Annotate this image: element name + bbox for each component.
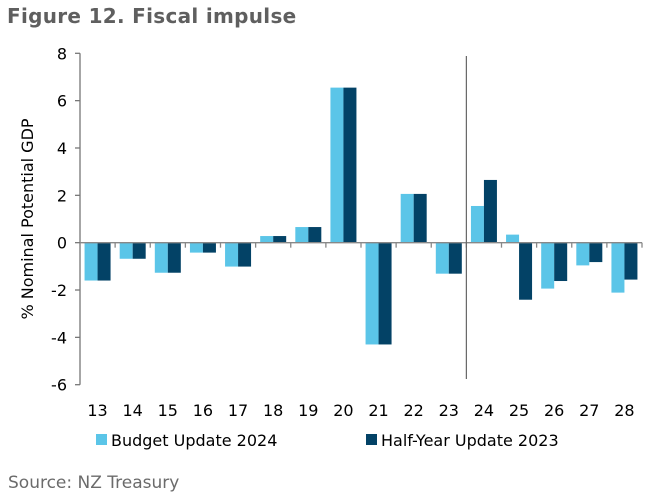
x-tick-label: 23 bbox=[439, 401, 459, 420]
x-tick-label: 25 bbox=[509, 401, 529, 420]
bar-hyefu-2023-13 bbox=[97, 242, 111, 281]
bar-hyefu-2023-25 bbox=[519, 242, 533, 300]
bar-hyefu-2023-14 bbox=[132, 242, 146, 259]
y-tick-label: 2 bbox=[57, 186, 67, 205]
bar-budget-2024-24 bbox=[470, 205, 484, 243]
bar-budget-2024-17 bbox=[225, 242, 239, 267]
y-tick-label: -4 bbox=[51, 328, 67, 347]
bar-hyefu-2023-26 bbox=[554, 242, 568, 282]
bar-hyefu-2023-21 bbox=[378, 242, 392, 345]
legend-label: Budget Update 2024 bbox=[111, 431, 277, 450]
y-tick-label: 0 bbox=[57, 234, 67, 253]
x-tick-label: 22 bbox=[404, 401, 424, 420]
x-tick-label: 24 bbox=[474, 401, 494, 420]
bar-budget-2024-28 bbox=[611, 242, 625, 293]
source-note: Source: NZ Treasury bbox=[8, 473, 180, 493]
x-tick-label: 27 bbox=[579, 401, 599, 420]
legend-swatch bbox=[366, 434, 377, 445]
bar-budget-2024-21 bbox=[365, 242, 379, 345]
bar-budget-2024-27 bbox=[576, 242, 590, 266]
bar-budget-2024-16 bbox=[189, 242, 203, 253]
x-tick-label: 16 bbox=[193, 401, 213, 420]
bar-budget-2024-25 bbox=[506, 234, 520, 243]
chart-title: Figure 12. Fiscal impulse bbox=[7, 4, 297, 28]
bar-budget-2024-15 bbox=[154, 242, 168, 273]
bar-budget-2024-20 bbox=[330, 87, 344, 243]
y-tick-label: 4 bbox=[57, 139, 67, 158]
bar-hyefu-2023-18 bbox=[273, 236, 287, 243]
bar-budget-2024-18 bbox=[260, 236, 274, 243]
legend-label: Half-Year Update 2023 bbox=[381, 431, 559, 450]
bar-budget-2024-22 bbox=[400, 193, 414, 243]
x-tick-label: 15 bbox=[158, 401, 178, 420]
bar-budget-2024-19 bbox=[295, 227, 309, 243]
x-tick-label: 26 bbox=[544, 401, 564, 420]
y-axis-label: % Nominal Potential GDP bbox=[18, 118, 37, 319]
x-tick-label: 20 bbox=[333, 401, 353, 420]
legend-swatch bbox=[96, 434, 107, 445]
x-tick-label: 19 bbox=[298, 401, 318, 420]
x-tick-label: 13 bbox=[87, 401, 107, 420]
y-tick-label: -6 bbox=[51, 376, 67, 395]
bar-hyefu-2023-27 bbox=[589, 242, 603, 263]
x-tick-label: 17 bbox=[228, 401, 248, 420]
y-tick-label: 6 bbox=[57, 92, 67, 111]
bar-budget-2024-13 bbox=[84, 242, 98, 281]
x-tick-label: 28 bbox=[614, 401, 634, 420]
bar-hyefu-2023-23 bbox=[448, 242, 462, 274]
bar-budget-2024-14 bbox=[119, 242, 133, 259]
bar-hyefu-2023-15 bbox=[167, 242, 181, 273]
bar-hyefu-2023-19 bbox=[308, 227, 322, 243]
bar-hyefu-2023-17 bbox=[238, 242, 252, 267]
x-tick-label: 18 bbox=[263, 401, 283, 420]
bar-hyefu-2023-22 bbox=[413, 193, 427, 243]
bar-budget-2024-23 bbox=[435, 242, 449, 274]
x-tick-label: 21 bbox=[368, 401, 388, 420]
y-tick-label: -2 bbox=[51, 281, 67, 300]
bar-hyefu-2023-16 bbox=[202, 242, 216, 253]
bar-hyefu-2023-28 bbox=[624, 242, 638, 280]
bar-budget-2024-26 bbox=[541, 242, 555, 289]
bar-hyefu-2023-20 bbox=[343, 87, 357, 243]
y-tick-label: 8 bbox=[57, 44, 67, 63]
bar-hyefu-2023-24 bbox=[483, 179, 497, 243]
x-tick-label: 14 bbox=[123, 401, 143, 420]
